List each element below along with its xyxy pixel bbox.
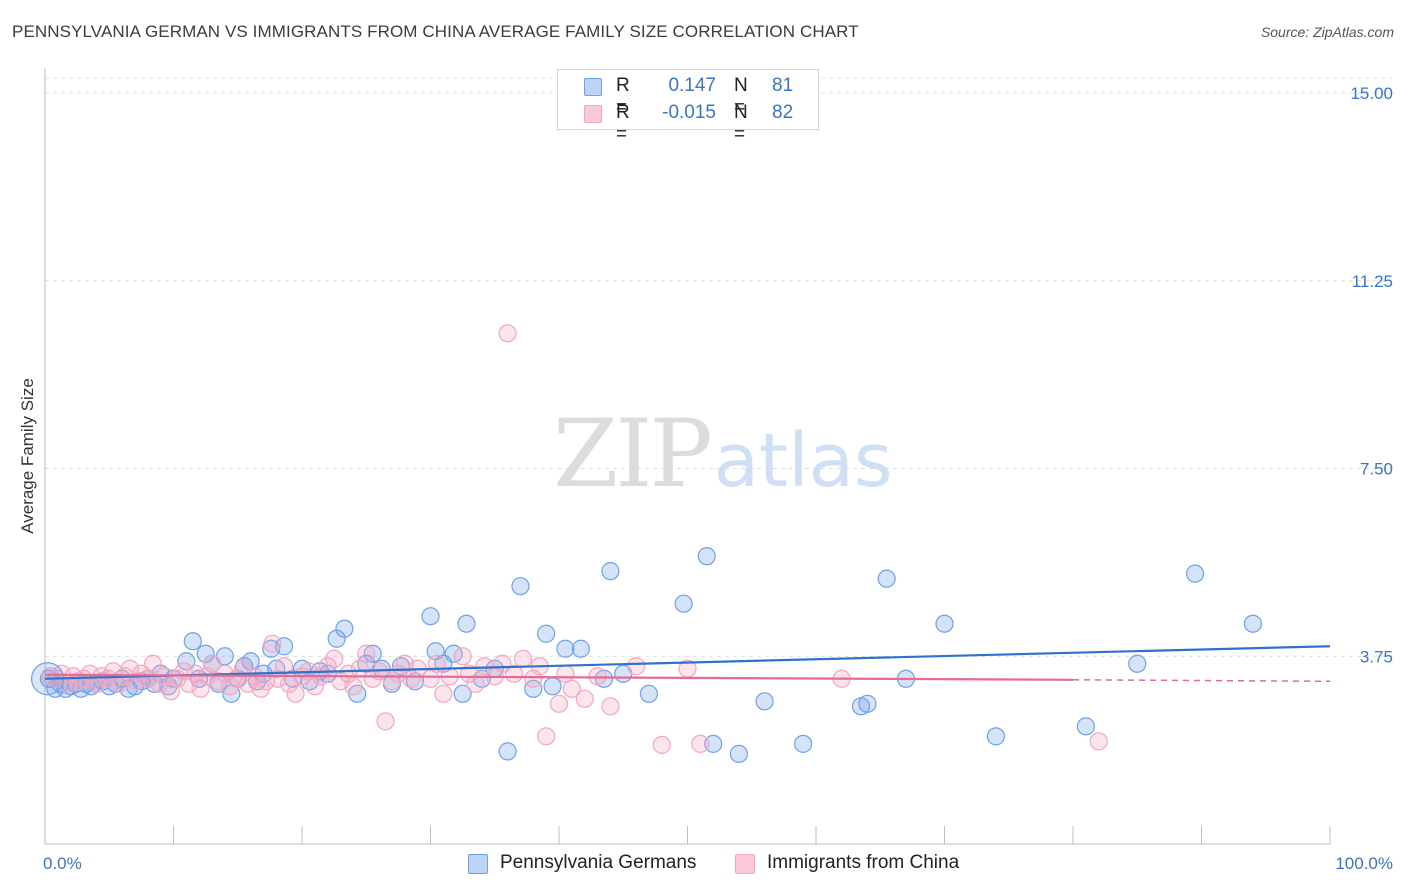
n-value: 81 [772, 75, 794, 96]
legend-swatch-blue [584, 78, 602, 96]
point-immigrants-from-china [274, 657, 294, 676]
point-pennsylvania-germans [183, 632, 202, 651]
trend-line-pennsylvania-germans [44, 645, 1331, 680]
r-key: R = [616, 102, 630, 145]
x-tick-label-max: 100.0% [1335, 854, 1393, 873]
point-immigrants-from-china [562, 679, 581, 698]
point-pennsylvania-germans [335, 619, 354, 638]
point-immigrants-from-china [1089, 732, 1108, 751]
n-key: N = [734, 102, 748, 145]
point-pennsylvania-germans [524, 679, 543, 698]
y-tick-label: 15.00 [1350, 84, 1393, 103]
point-pennsylvania-germans [543, 677, 562, 696]
point-immigrants-from-china [209, 672, 228, 691]
data-points [30, 324, 1263, 763]
point-immigrants-from-china [421, 669, 440, 688]
point-immigrants-from-china [434, 684, 453, 703]
point-immigrants-from-china [691, 734, 710, 753]
point-pennsylvania-germans [457, 614, 476, 633]
r-value: -0.015 [662, 102, 716, 123]
point-immigrants-from-china [549, 694, 569, 713]
point-pennsylvania-germans [674, 594, 693, 613]
trend-lines [44, 645, 1331, 683]
x-tick-label-min: 0.0% [43, 854, 82, 873]
chart-title: PENNSYLVANIA GERMAN VS IMMIGRANTS FROM C… [12, 22, 859, 41]
point-pennsylvania-germans [327, 629, 346, 648]
point-immigrants-from-china [453, 647, 472, 666]
point-pennsylvania-germans [1243, 614, 1263, 633]
series-label: Immigrants from China [767, 852, 960, 873]
point-immigrants-from-china [286, 684, 305, 703]
point-immigrants-from-china [376, 712, 395, 731]
point-pennsylvania-germans [794, 734, 813, 753]
correlation-legend: R = 0.147 N = 81 R = -0.015 N = 82 [557, 69, 819, 145]
r-value: 0.147 [668, 75, 716, 96]
point-pennsylvania-germans [241, 652, 260, 671]
point-pennsylvania-germans [537, 624, 556, 643]
point-pennsylvania-germans [986, 727, 1006, 746]
point-pennsylvania-germans [511, 577, 530, 596]
point-immigrants-from-china [344, 677, 363, 696]
point-pennsylvania-germans [704, 734, 723, 753]
point-pennsylvania-germans [858, 694, 877, 713]
point-pennsylvania-germans [453, 684, 472, 703]
point-immigrants-from-china [220, 677, 240, 696]
point-immigrants-from-china [537, 727, 556, 746]
point-pennsylvania-germans [1128, 654, 1147, 673]
point-pennsylvania-germans [935, 614, 954, 633]
y-tick-label: 3.75 [1360, 647, 1393, 666]
point-pennsylvania-germans [571, 639, 590, 658]
n-value: 82 [772, 102, 794, 123]
point-immigrants-from-china [325, 649, 344, 668]
watermark-zip: ZIP [553, 400, 713, 509]
point-pennsylvania-germans [421, 607, 440, 626]
point-immigrants-from-china [588, 667, 607, 686]
point-immigrants-from-china [459, 664, 479, 683]
point-immigrants-from-china [263, 634, 282, 653]
axes [44, 68, 1331, 845]
trend-line-immigrants-from-china [44, 673, 1074, 681]
point-immigrants-from-china [601, 697, 620, 716]
point-pennsylvania-germans [877, 569, 896, 588]
legend-swatch-pink [584, 105, 602, 123]
series-label: Pennsylvania Germans [500, 852, 697, 873]
point-pennsylvania-germans [498, 742, 517, 761]
point-immigrants-from-china [305, 677, 324, 696]
point-immigrants-from-china [498, 324, 517, 343]
point-immigrants-from-china [652, 735, 671, 754]
y-tick-label: 7.50 [1360, 460, 1393, 479]
point-immigrants-from-china [466, 674, 485, 693]
r-key: R = [616, 75, 630, 118]
series-swatch-blue [468, 854, 488, 874]
point-pennsylvania-germans [601, 562, 620, 581]
point-immigrants-from-china [202, 654, 222, 673]
point-immigrants-from-china [626, 657, 646, 676]
y-axis-title: Average Family Size [18, 378, 37, 534]
point-pennsylvania-germans [363, 644, 382, 663]
point-immigrants-from-china [513, 649, 533, 668]
n-key: N = [734, 75, 748, 118]
point-pennsylvania-germans [697, 547, 716, 566]
point-immigrants-from-china [575, 689, 594, 708]
y-tick-label: 11.25 [1352, 272, 1393, 291]
point-pennsylvania-germans [196, 644, 215, 663]
watermark: ZIPatlas [553, 400, 893, 509]
trend-line-extension-immigrants-from-china [1072, 679, 1331, 683]
source-label: Source: ZipAtlas.com [1260, 24, 1394, 40]
point-pennsylvania-germans [729, 744, 749, 763]
watermark-atlas: atlas [713, 418, 893, 504]
point-pennsylvania-germans [556, 639, 575, 658]
point-immigrants-from-china [357, 644, 376, 663]
point-pennsylvania-germans [1185, 564, 1205, 583]
point-pennsylvania-germans [639, 684, 659, 703]
tick-labels: 0.0% 100.0% 3.75 7.50 11.25 15.00 Averag… [18, 84, 1393, 873]
point-immigrants-from-china [143, 654, 163, 673]
point-pennsylvania-germans [1076, 717, 1095, 736]
point-pennsylvania-germans [755, 692, 774, 711]
point-pennsylvania-germans [274, 637, 294, 656]
series-swatch-pink [735, 854, 755, 874]
